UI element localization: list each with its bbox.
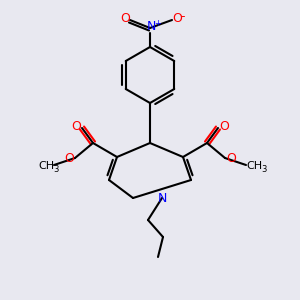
Text: +: +	[154, 19, 161, 28]
Text: O: O	[172, 13, 182, 26]
Text: N: N	[157, 193, 167, 206]
Text: O: O	[64, 152, 74, 166]
Text: CH: CH	[38, 161, 54, 171]
Text: N: N	[146, 20, 156, 34]
Text: O: O	[226, 152, 236, 166]
Text: -: -	[181, 11, 185, 23]
Text: 3: 3	[261, 164, 267, 173]
Text: 3: 3	[53, 164, 59, 173]
Text: CH: CH	[246, 161, 262, 171]
Text: O: O	[120, 13, 130, 26]
Text: O: O	[219, 121, 229, 134]
Text: O: O	[71, 121, 81, 134]
